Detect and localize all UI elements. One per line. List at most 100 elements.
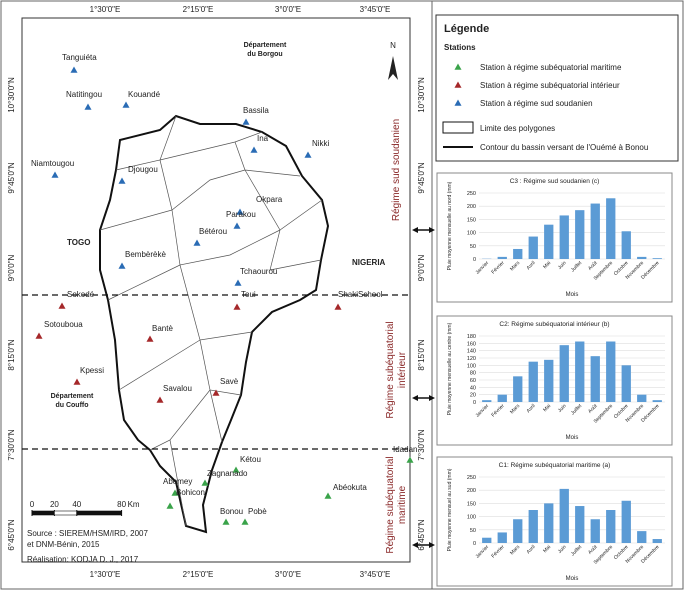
station-label: Bantè <box>152 324 173 333</box>
bar <box>575 506 584 543</box>
scale-segment <box>54 511 76 515</box>
scale-segment <box>32 511 54 515</box>
bar <box>498 532 507 543</box>
scale-unit: Km <box>128 500 140 509</box>
y-tick-label: 100 <box>467 363 476 369</box>
station-label: Bétérou <box>199 227 227 236</box>
y-tick-label: 50 <box>470 244 476 250</box>
bar <box>622 231 631 259</box>
y-tick-label: 120 <box>467 356 476 362</box>
station-label: Niamtougou <box>31 159 74 168</box>
x-axis-label: Mois <box>566 292 579 298</box>
y-tick-label: 50 <box>470 528 476 534</box>
bar <box>513 376 522 402</box>
station-label: Ina <box>257 134 269 143</box>
station-label: Toui <box>241 290 256 299</box>
lon-label: 2°15'0"E <box>183 570 214 579</box>
bar <box>591 519 600 543</box>
station-label: Bembèrèkè <box>125 250 166 259</box>
station-label: Parakou <box>226 210 256 219</box>
station-label: Tanguiéta <box>62 53 97 62</box>
station-label: Kpessi <box>80 366 104 375</box>
y-tick-label: 150 <box>467 217 476 223</box>
legend-label: Station à régime subéquatorial intérieur <box>480 81 620 90</box>
chart-title: C2: Régime subéquatorial intérieur (b) <box>499 321 609 328</box>
lat-label: 10°30'0"N <box>417 77 426 113</box>
y-axis-label: Pluie moyenne mensuelle au nord (mm) <box>447 181 453 270</box>
legend-label: Contour du bassin versant de l'Ouémé à B… <box>480 143 648 152</box>
chart-title: C3 : Régime sud soudanien (c) <box>510 178 600 185</box>
y-tick-label: 150 <box>467 501 476 507</box>
station-label: Tchaourou <box>240 267 277 276</box>
lon-label: 1°30'0"E <box>90 5 121 14</box>
y-tick-label: 100 <box>467 231 476 237</box>
station-label: Kétou <box>240 455 261 464</box>
department-label: Département <box>244 42 287 49</box>
lat-label: 6°45'0"N <box>7 519 16 550</box>
bar <box>529 237 538 259</box>
lat-label: 8°15'0"N <box>417 339 426 370</box>
station-label: Pobè <box>248 507 267 516</box>
lat-label: 8°15'0"N <box>7 339 16 370</box>
station-label: Idadan <box>393 445 417 454</box>
station-label: Natitingou <box>66 90 102 99</box>
lat-label: 10°30'0"N <box>7 77 16 113</box>
bar <box>513 249 522 259</box>
y-tick-label: 60 <box>470 378 476 384</box>
bar <box>560 489 569 543</box>
station-label: Kouandé <box>128 90 161 99</box>
station-label: Savè <box>220 377 239 386</box>
station-label: Bonou <box>220 507 243 516</box>
station-label: Okpara <box>256 195 283 204</box>
lon-label: 2°15'0"E <box>183 5 214 14</box>
country-label: TOGO <box>67 238 90 247</box>
y-tick-label: 80 <box>470 371 476 377</box>
regime-label: Régime subéquatorial <box>385 456 396 553</box>
bar <box>529 510 538 543</box>
bar <box>591 204 600 259</box>
bar <box>513 519 522 543</box>
legend-label: Station à régime subéquatorial maritime <box>480 63 622 72</box>
scale-label: 80 <box>117 500 126 509</box>
bar <box>637 531 646 543</box>
lat-label: 9°45'0"N <box>417 162 426 193</box>
y-tick-label: 200 <box>467 204 476 210</box>
lon-label: 3°45'0"E <box>360 5 391 14</box>
country-label: NIGERIA <box>352 258 386 267</box>
scale-segment <box>77 511 122 515</box>
bar <box>637 395 646 402</box>
bar <box>560 215 569 259</box>
lat-label: 7°30'0"N <box>7 429 16 460</box>
y-tick-label: 0 <box>473 541 476 547</box>
lon-label: 1°30'0"E <box>90 570 121 579</box>
station-label: Abomey <box>163 477 192 486</box>
north-label: N <box>390 41 396 50</box>
chart-title: C1: Régime subéquatorial maritime (a) <box>499 462 611 469</box>
y-tick-label: 100 <box>467 515 476 521</box>
regime-label: maritime <box>397 485 408 524</box>
y-tick-label: 0 <box>473 400 476 406</box>
bar <box>653 539 662 543</box>
y-tick-label: 160 <box>467 341 476 347</box>
station-label: Bohicon <box>176 488 205 497</box>
y-axis-label: Pluie moyenne mensuelle au centre (mm) <box>447 322 453 415</box>
bar <box>544 225 553 259</box>
station-label: Nikki <box>312 139 330 148</box>
lon-label: 3°0'0"E <box>275 5 301 14</box>
legend-label: Station à régime sud soudanien <box>480 99 593 108</box>
lat-label: 7°30'0"N <box>417 429 426 460</box>
bar <box>498 395 507 402</box>
bar <box>529 362 538 402</box>
lon-label: 3°45'0"E <box>360 570 391 579</box>
scale-label: 0 <box>30 500 35 509</box>
y-tick-label: 20 <box>470 393 476 399</box>
lon-label: 3°0'0"E <box>275 570 301 579</box>
bar <box>606 342 615 403</box>
bar <box>482 400 491 402</box>
y-axis-label: Pluie moyenne mensuel au sud (mm) <box>447 468 453 551</box>
y-tick-label: 200 <box>467 488 476 494</box>
x-axis-label: Mois <box>566 435 579 441</box>
lat-label: 6°45'0"N <box>417 519 426 550</box>
y-tick-label: 250 <box>467 191 476 197</box>
